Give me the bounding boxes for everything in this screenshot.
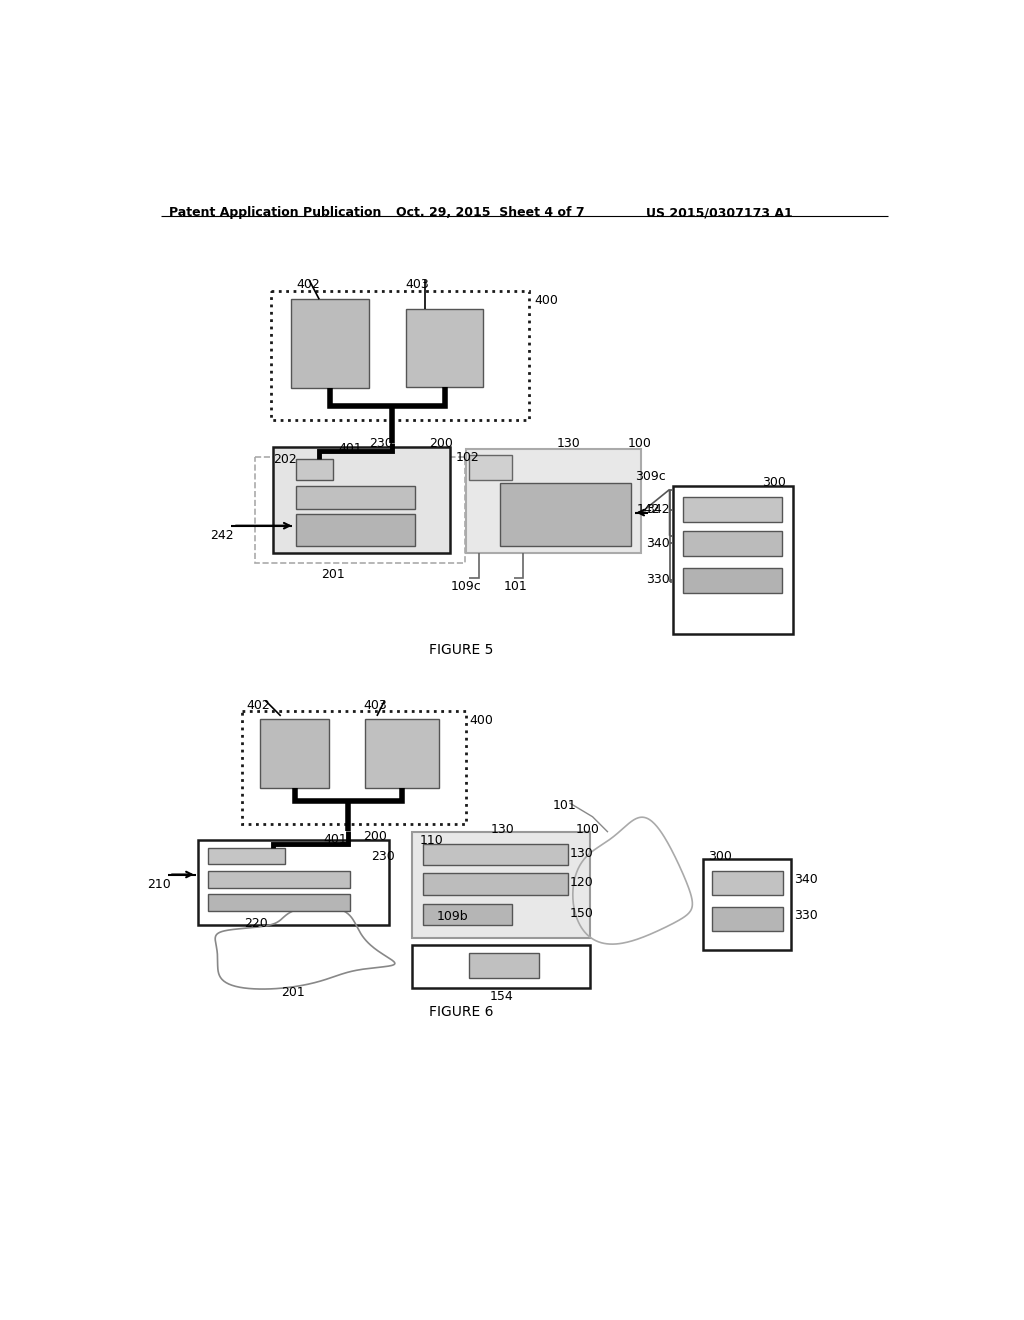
Bar <box>683 568 782 593</box>
Text: 110: 110 <box>419 834 443 847</box>
Text: 154: 154 <box>490 990 514 1003</box>
Text: 102: 102 <box>456 451 479 465</box>
Text: 101: 101 <box>504 579 527 593</box>
Text: FIGURE 5: FIGURE 5 <box>429 644 494 657</box>
Bar <box>260 719 330 788</box>
Text: 342: 342 <box>646 503 670 516</box>
Text: 309c: 309c <box>635 470 666 483</box>
Bar <box>291 300 370 388</box>
Text: 201: 201 <box>281 986 304 999</box>
Bar <box>683 498 782 521</box>
Bar <box>208 871 350 888</box>
Text: 242: 242 <box>210 529 233 541</box>
Bar <box>271 290 529 420</box>
Text: 210: 210 <box>147 878 171 891</box>
Bar <box>423 873 568 895</box>
Text: 330: 330 <box>795 909 818 923</box>
Text: 150: 150 <box>569 907 593 920</box>
Bar <box>469 953 539 978</box>
Text: 120: 120 <box>569 876 593 890</box>
Bar <box>674 486 793 635</box>
Text: 101: 101 <box>553 799 577 812</box>
Bar <box>199 840 389 924</box>
Text: 401: 401 <box>323 833 347 846</box>
Bar <box>208 847 285 865</box>
Text: 200: 200 <box>364 830 387 843</box>
Text: 400: 400 <box>535 294 559 308</box>
Bar <box>712 871 782 895</box>
Text: 340: 340 <box>646 537 671 550</box>
Bar <box>296 459 333 480</box>
Bar <box>423 843 568 866</box>
Bar <box>702 859 792 950</box>
Text: 400: 400 <box>469 714 494 727</box>
Bar <box>712 907 782 932</box>
Text: Oct. 29, 2015  Sheet 4 of 7: Oct. 29, 2015 Sheet 4 of 7 <box>396 206 585 219</box>
Text: 300: 300 <box>708 850 732 863</box>
Text: 340: 340 <box>795 873 818 886</box>
Bar <box>412 832 590 937</box>
Text: 109c: 109c <box>451 579 481 593</box>
Text: 403: 403 <box>406 277 429 290</box>
Text: 330: 330 <box>646 573 671 586</box>
Text: 100: 100 <box>575 822 599 836</box>
Bar <box>243 711 466 825</box>
Bar <box>466 449 641 553</box>
Text: 100: 100 <box>628 437 651 450</box>
Bar <box>412 945 590 987</box>
Text: 202: 202 <box>273 453 297 466</box>
Bar <box>366 719 438 788</box>
Text: 403: 403 <box>364 700 387 711</box>
Text: 142: 142 <box>637 503 660 516</box>
Text: FIGURE 6: FIGURE 6 <box>429 1006 494 1019</box>
Bar <box>255 457 465 564</box>
Text: 130: 130 <box>490 822 515 836</box>
Bar <box>500 483 631 546</box>
Bar <box>296 486 416 508</box>
Bar <box>208 894 350 911</box>
Text: Patent Application Publication: Patent Application Publication <box>169 206 381 219</box>
Text: 300: 300 <box>762 475 785 488</box>
Text: 201: 201 <box>322 568 345 581</box>
Bar <box>683 531 782 556</box>
Text: 402: 402 <box>246 700 269 711</box>
Text: 401: 401 <box>339 442 362 455</box>
Text: 230: 230 <box>370 437 393 450</box>
Text: 220: 220 <box>245 917 268 929</box>
Bar <box>469 455 512 480</box>
Text: US 2015/0307173 A1: US 2015/0307173 A1 <box>646 206 794 219</box>
Bar <box>407 309 483 387</box>
Bar <box>296 515 416 546</box>
Text: 109b: 109b <box>437 909 469 923</box>
Text: 130: 130 <box>556 437 581 450</box>
Text: 130: 130 <box>569 847 593 859</box>
Bar <box>273 447 451 553</box>
Bar <box>423 904 512 925</box>
Text: 402: 402 <box>296 277 319 290</box>
Text: 230: 230 <box>371 850 394 863</box>
Text: 200: 200 <box>429 437 454 450</box>
